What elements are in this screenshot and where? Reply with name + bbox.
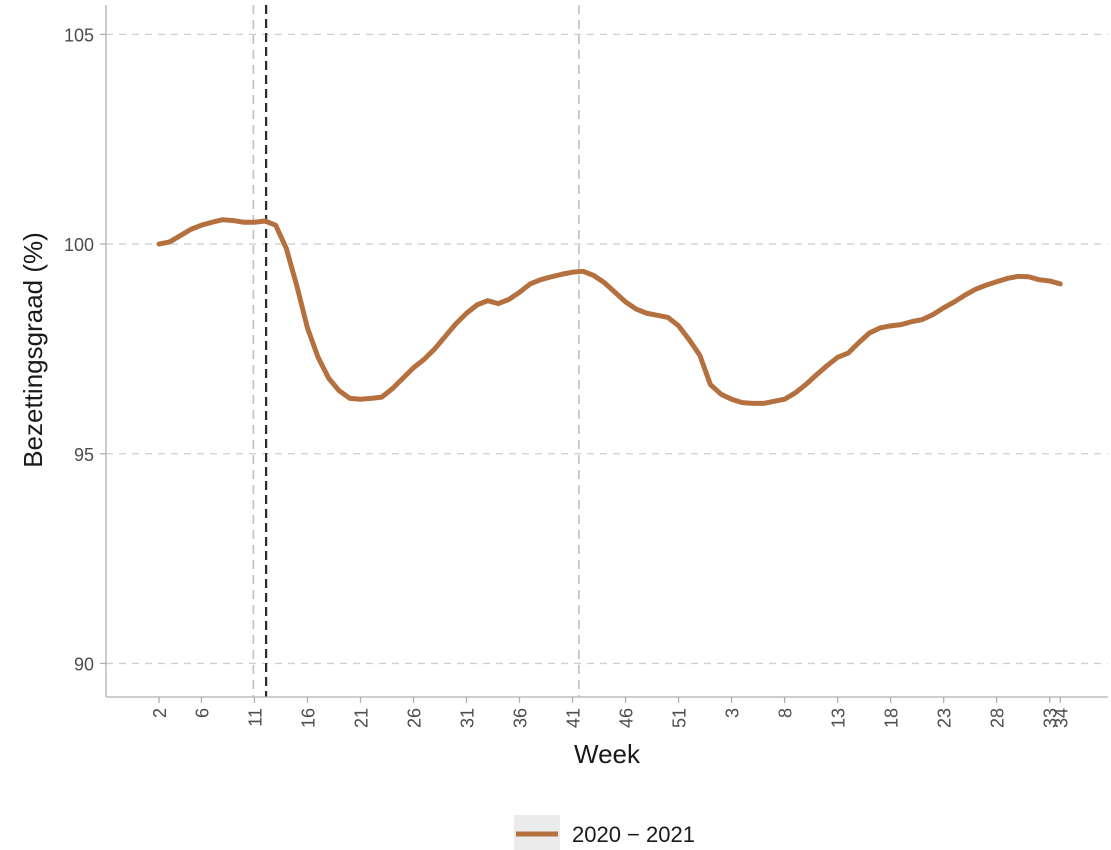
x-tick-label: 11 — [245, 708, 265, 727]
y-axis-title: Bezettingsgraad (%) — [18, 232, 48, 468]
series-line — [156, 217, 1063, 406]
legend-label: 2020 − 2021 — [572, 822, 695, 847]
x-tick-label: 34 — [1051, 708, 1071, 728]
y-tick-label: 90 — [74, 654, 94, 674]
x-tick-label: 46 — [617, 708, 637, 728]
x-tick-label: 51 — [670, 708, 690, 728]
series — [156, 217, 1063, 406]
x-tick-label: 8 — [776, 708, 796, 718]
y-tick-label: 100 — [64, 235, 94, 255]
y-tick-labels: 90 95 100 105 — [64, 25, 94, 674]
x-tick-label: 21 — [351, 708, 371, 728]
grid — [106, 33, 1108, 665]
x-tick-label: 26 — [404, 708, 424, 728]
x-tick-label: 6 — [192, 708, 212, 718]
x-tick-label: 36 — [511, 708, 531, 728]
axes — [100, 5, 1108, 703]
x-tick-label: 13 — [829, 708, 849, 728]
x-tick-label: 33 — [1041, 708, 1061, 728]
x-tick-label: 18 — [882, 708, 902, 728]
reference-lines — [252, 5, 580, 697]
legend: 2020 − 2021 — [514, 815, 695, 850]
x-tick-label: 3 — [723, 708, 743, 718]
y-tick-label: 95 — [74, 445, 94, 465]
x-tick-label: 2 — [150, 708, 170, 718]
x-tick-label: 41 — [564, 708, 584, 728]
y-tick-label: 105 — [64, 25, 94, 45]
x-tick-label: 23 — [935, 708, 955, 728]
x-tick-label: 16 — [298, 708, 318, 728]
x-tick-label: 28 — [988, 708, 1008, 728]
panel — [106, 5, 1108, 697]
x-tick-label: 31 — [458, 708, 478, 728]
x-axis-title: Week — [574, 739, 641, 769]
